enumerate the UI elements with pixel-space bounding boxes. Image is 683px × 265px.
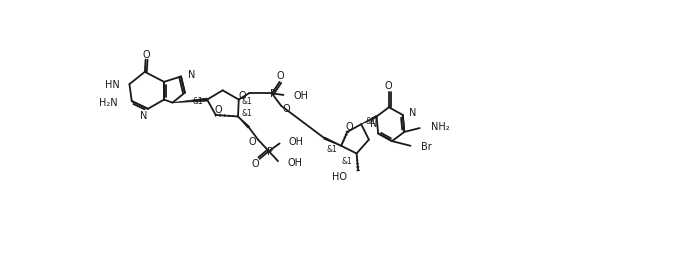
- Text: NH₂: NH₂: [431, 122, 450, 132]
- Polygon shape: [361, 116, 377, 124]
- Text: OH: OH: [294, 91, 309, 101]
- Text: O: O: [277, 72, 284, 81]
- Text: O: O: [239, 91, 247, 101]
- Text: HO: HO: [333, 172, 348, 182]
- Text: P: P: [266, 147, 273, 157]
- Polygon shape: [324, 137, 342, 146]
- Text: &1: &1: [326, 145, 337, 154]
- Text: H₂N: H₂N: [99, 98, 118, 108]
- Text: N: N: [370, 119, 377, 129]
- Text: P: P: [270, 89, 276, 99]
- Text: N: N: [188, 70, 195, 80]
- Text: OH: OH: [289, 137, 304, 147]
- Text: Br: Br: [421, 142, 432, 152]
- Text: &1: &1: [342, 157, 352, 166]
- Text: N: N: [409, 108, 417, 118]
- Polygon shape: [173, 98, 208, 103]
- Text: N: N: [141, 111, 148, 121]
- Text: O: O: [214, 105, 222, 114]
- Text: O: O: [283, 104, 290, 114]
- Text: O: O: [251, 159, 259, 169]
- Text: &1: &1: [365, 117, 376, 126]
- Text: O: O: [385, 81, 392, 91]
- Text: O: O: [143, 50, 150, 60]
- Text: &1: &1: [242, 97, 253, 105]
- Text: &1: &1: [241, 109, 252, 118]
- Text: O: O: [346, 122, 354, 132]
- Polygon shape: [238, 117, 249, 128]
- Text: O: O: [249, 137, 256, 147]
- Text: &1: &1: [193, 97, 204, 106]
- Text: HN: HN: [104, 80, 120, 90]
- Text: OH: OH: [288, 158, 303, 168]
